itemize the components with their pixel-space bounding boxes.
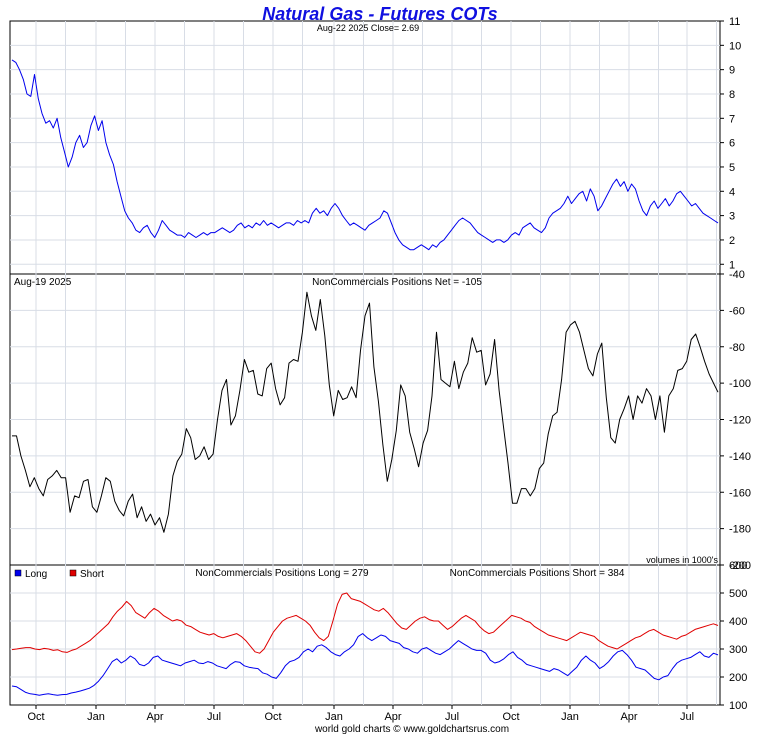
x-tick-label: Jan [561,711,579,723]
panel-1-series-line [12,291,719,533]
y-tick-label: -100 [729,378,751,390]
y-tick-label: -60 [729,305,745,317]
volume-note: volumes in 1000's [646,555,718,565]
net-subtitle: NonCommercials Positions Net = -105 [312,277,482,288]
y-tick-label: 5 [729,162,735,174]
x-tick-label: Jan [87,711,105,723]
y-tick-label: -80 [729,342,745,354]
y-tick-label: 3 [729,211,735,223]
y-tick-label: -140 [729,451,751,463]
grid-lines [10,21,720,705]
short-subtitle: NonCommercials Positions Short = 384 [450,568,625,579]
footer-credit: world gold charts © www.goldchartsrus.co… [314,724,509,735]
legend-short-swatch [69,569,77,577]
y-tick-label: 6 [729,138,735,150]
chart-title: Natural Gas - Futures COTs [262,4,497,24]
x-tick-label: Apr [146,711,163,723]
y-tick-label: -160 [729,487,751,499]
legend-short-label: Short [80,569,104,580]
y-tick-label: 10 [729,40,741,52]
legend-long-swatch [14,569,22,577]
y-tick-label: 4 [729,186,735,198]
x-tick-label: Jan [325,711,343,723]
y-tick-label: 11 [729,16,740,28]
panel-0-series-line [11,59,719,251]
short-series-line [11,592,719,654]
x-tick-label: Apr [384,711,401,723]
price-panel [9,20,721,275]
series-lines [11,59,719,696]
x-tick-label: Jul [207,711,221,723]
x-tick-label: Oct [502,711,519,723]
legend-long-label: Long [25,569,47,580]
x-tick-label: Oct [27,711,44,723]
y-tick-label: 100 [729,700,747,712]
y-tick-label: 8 [729,89,735,101]
y-tick-label: 600 [729,560,747,572]
y-tick-label: -120 [729,415,751,427]
y-tick-label: -200 [729,560,751,572]
y-tick-label: 200 [729,672,747,684]
y-axes: 1 2 3 4 5 6 7 8 9 10 11 -40 -60 -80 -100 -120 -140 -160 -1… [720,16,751,712]
long-short-panel [9,564,721,706]
x-tick-label: Jul [680,711,694,723]
y-tick-label: 9 [729,65,735,77]
x-tick-label: Jul [445,711,459,723]
y-tick-label: 500 [729,588,747,600]
price-subtitle: Aug-22 2025 Close= 2.69 [317,23,419,33]
y-tick-label: 1 [729,259,735,271]
x-tick-label: Apr [620,711,637,723]
y-tick-label: -40 [729,269,745,281]
y-tick-label: 7 [729,113,735,125]
y-tick-label: 400 [729,616,747,628]
x-axis-ticks: Oct Jan Apr Jul Oct Jan Apr Jul Oct Jan Apr Jul [27,705,694,723]
x-tick-label: Oct [264,711,281,723]
y-tick-label: -180 [729,524,751,536]
long-subtitle: NonCommercials Positions Long = 279 [195,568,369,579]
y-tick-label: 2 [729,235,735,247]
net-date-label: Aug-19 2025 [14,277,72,288]
long-series-line [11,633,719,696]
y-tick-label: 300 [729,644,747,656]
